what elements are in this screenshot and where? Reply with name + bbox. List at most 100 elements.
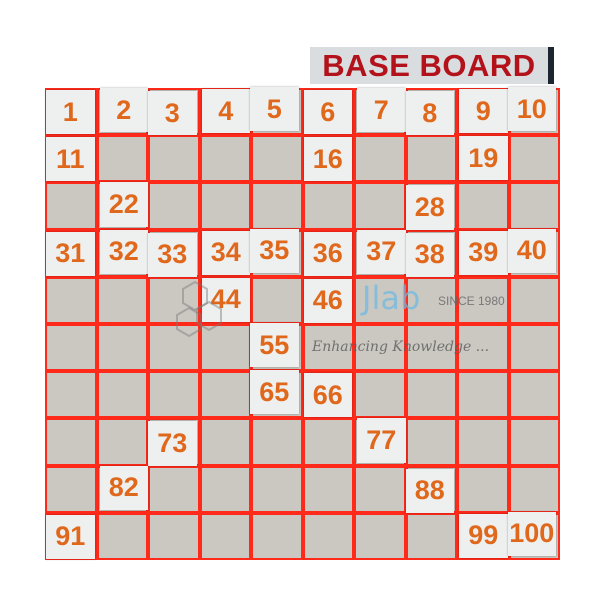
number-tile-8: 8 bbox=[405, 91, 454, 136]
number-tile-82: 82 bbox=[99, 465, 148, 510]
board-cell bbox=[459, 420, 507, 464]
board-cell bbox=[304, 467, 352, 511]
board-cell bbox=[150, 278, 198, 322]
number-tile-88: 88 bbox=[405, 468, 454, 513]
board-cell bbox=[98, 420, 146, 464]
board-cell bbox=[253, 184, 301, 228]
board-cell bbox=[98, 326, 146, 370]
board-cell bbox=[150, 184, 198, 228]
number-tile-46: 46 bbox=[303, 278, 352, 323]
number-tile-10: 10 bbox=[507, 87, 556, 132]
number-tile-11: 11 bbox=[46, 137, 95, 182]
number-tile-39: 39 bbox=[459, 230, 508, 275]
number-tile-28: 28 bbox=[405, 185, 454, 230]
number-tile-66: 66 bbox=[303, 373, 352, 418]
board-cell bbox=[304, 514, 352, 558]
board-cell bbox=[356, 467, 404, 511]
board-cell bbox=[98, 373, 146, 417]
board-cell bbox=[510, 184, 558, 228]
board-cell bbox=[407, 514, 455, 558]
board-cell bbox=[356, 137, 404, 181]
number-tile-32: 32 bbox=[99, 229, 148, 274]
board-cell bbox=[356, 278, 404, 322]
number-tile-55: 55 bbox=[250, 323, 299, 368]
number-tile-16: 16 bbox=[303, 137, 352, 182]
board-cell bbox=[150, 373, 198, 417]
board-cell bbox=[201, 373, 249, 417]
board-cell bbox=[47, 278, 95, 322]
board-cell bbox=[98, 137, 146, 181]
number-tile-35: 35 bbox=[250, 228, 299, 273]
number-tile-65: 65 bbox=[250, 370, 299, 415]
board-cell bbox=[510, 467, 558, 511]
board-cell bbox=[304, 326, 352, 370]
board-cell bbox=[47, 326, 95, 370]
number-board: 1 2 3 4 5 6 7 8 9 10 11 16 19 22 28 31 32 33 34 35 36 37 38 39 4… bbox=[45, 87, 560, 560]
board-cell bbox=[201, 137, 249, 181]
board-cell bbox=[407, 420, 455, 464]
board-cell bbox=[459, 326, 507, 370]
number-tile-7: 7 bbox=[357, 88, 406, 133]
number-tile-100: 100 bbox=[507, 511, 556, 556]
board-cell bbox=[47, 184, 95, 228]
number-tile-4: 4 bbox=[201, 89, 250, 134]
board-cell bbox=[98, 278, 146, 322]
number-tile-6: 6 bbox=[303, 90, 352, 135]
board-cell bbox=[304, 420, 352, 464]
base-board-label: BASE BOARD bbox=[310, 47, 554, 84]
board-cell bbox=[150, 467, 198, 511]
board-cell bbox=[201, 184, 249, 228]
board-cell bbox=[253, 420, 301, 464]
number-tile-34: 34 bbox=[201, 230, 250, 275]
number-tile-5: 5 bbox=[250, 87, 299, 132]
board-cell bbox=[98, 514, 146, 558]
board-cell bbox=[356, 514, 404, 558]
board-cell bbox=[201, 467, 249, 511]
number-tile-33: 33 bbox=[148, 232, 197, 277]
number-tile-99: 99 bbox=[459, 513, 508, 558]
board-cell bbox=[356, 326, 404, 370]
board-cell bbox=[407, 326, 455, 370]
number-tile-22: 22 bbox=[99, 182, 148, 227]
board-cell bbox=[407, 373, 455, 417]
board-cell bbox=[47, 420, 95, 464]
number-tile-3: 3 bbox=[148, 91, 197, 136]
board-cell bbox=[150, 137, 198, 181]
number-tile-40: 40 bbox=[507, 228, 556, 273]
board-cell bbox=[356, 184, 404, 228]
board-cell bbox=[459, 467, 507, 511]
number-tile-44: 44 bbox=[201, 277, 250, 322]
number-tile-73: 73 bbox=[148, 421, 197, 466]
number-tile-77: 77 bbox=[357, 418, 406, 463]
board-cell bbox=[253, 278, 301, 322]
board-cell bbox=[510, 373, 558, 417]
board-cell bbox=[459, 373, 507, 417]
board-cell bbox=[201, 420, 249, 464]
number-tile-37: 37 bbox=[357, 229, 406, 274]
number-tile-2: 2 bbox=[99, 88, 148, 133]
board-cell bbox=[253, 514, 301, 558]
board-cell bbox=[510, 137, 558, 181]
board-cell bbox=[407, 278, 455, 322]
board-cell bbox=[201, 326, 249, 370]
board-cell bbox=[407, 137, 455, 181]
number-tile-91: 91 bbox=[46, 514, 95, 559]
number-tile-9: 9 bbox=[459, 89, 508, 134]
board-cell bbox=[253, 137, 301, 181]
board-cell bbox=[510, 420, 558, 464]
board-cell bbox=[510, 278, 558, 322]
board-cell bbox=[459, 278, 507, 322]
board-cell bbox=[47, 467, 95, 511]
number-tile-31: 31 bbox=[46, 231, 95, 276]
board-cell bbox=[356, 373, 404, 417]
number-tile-1: 1 bbox=[46, 90, 95, 135]
number-tile-38: 38 bbox=[405, 232, 454, 277]
board-cell bbox=[459, 184, 507, 228]
number-tile-36: 36 bbox=[303, 231, 352, 276]
board-cell bbox=[150, 326, 198, 370]
board-cell bbox=[253, 467, 301, 511]
board-cell bbox=[510, 326, 558, 370]
number-tile-19: 19 bbox=[459, 136, 508, 181]
board-cell bbox=[304, 184, 352, 228]
board-cell bbox=[150, 514, 198, 558]
